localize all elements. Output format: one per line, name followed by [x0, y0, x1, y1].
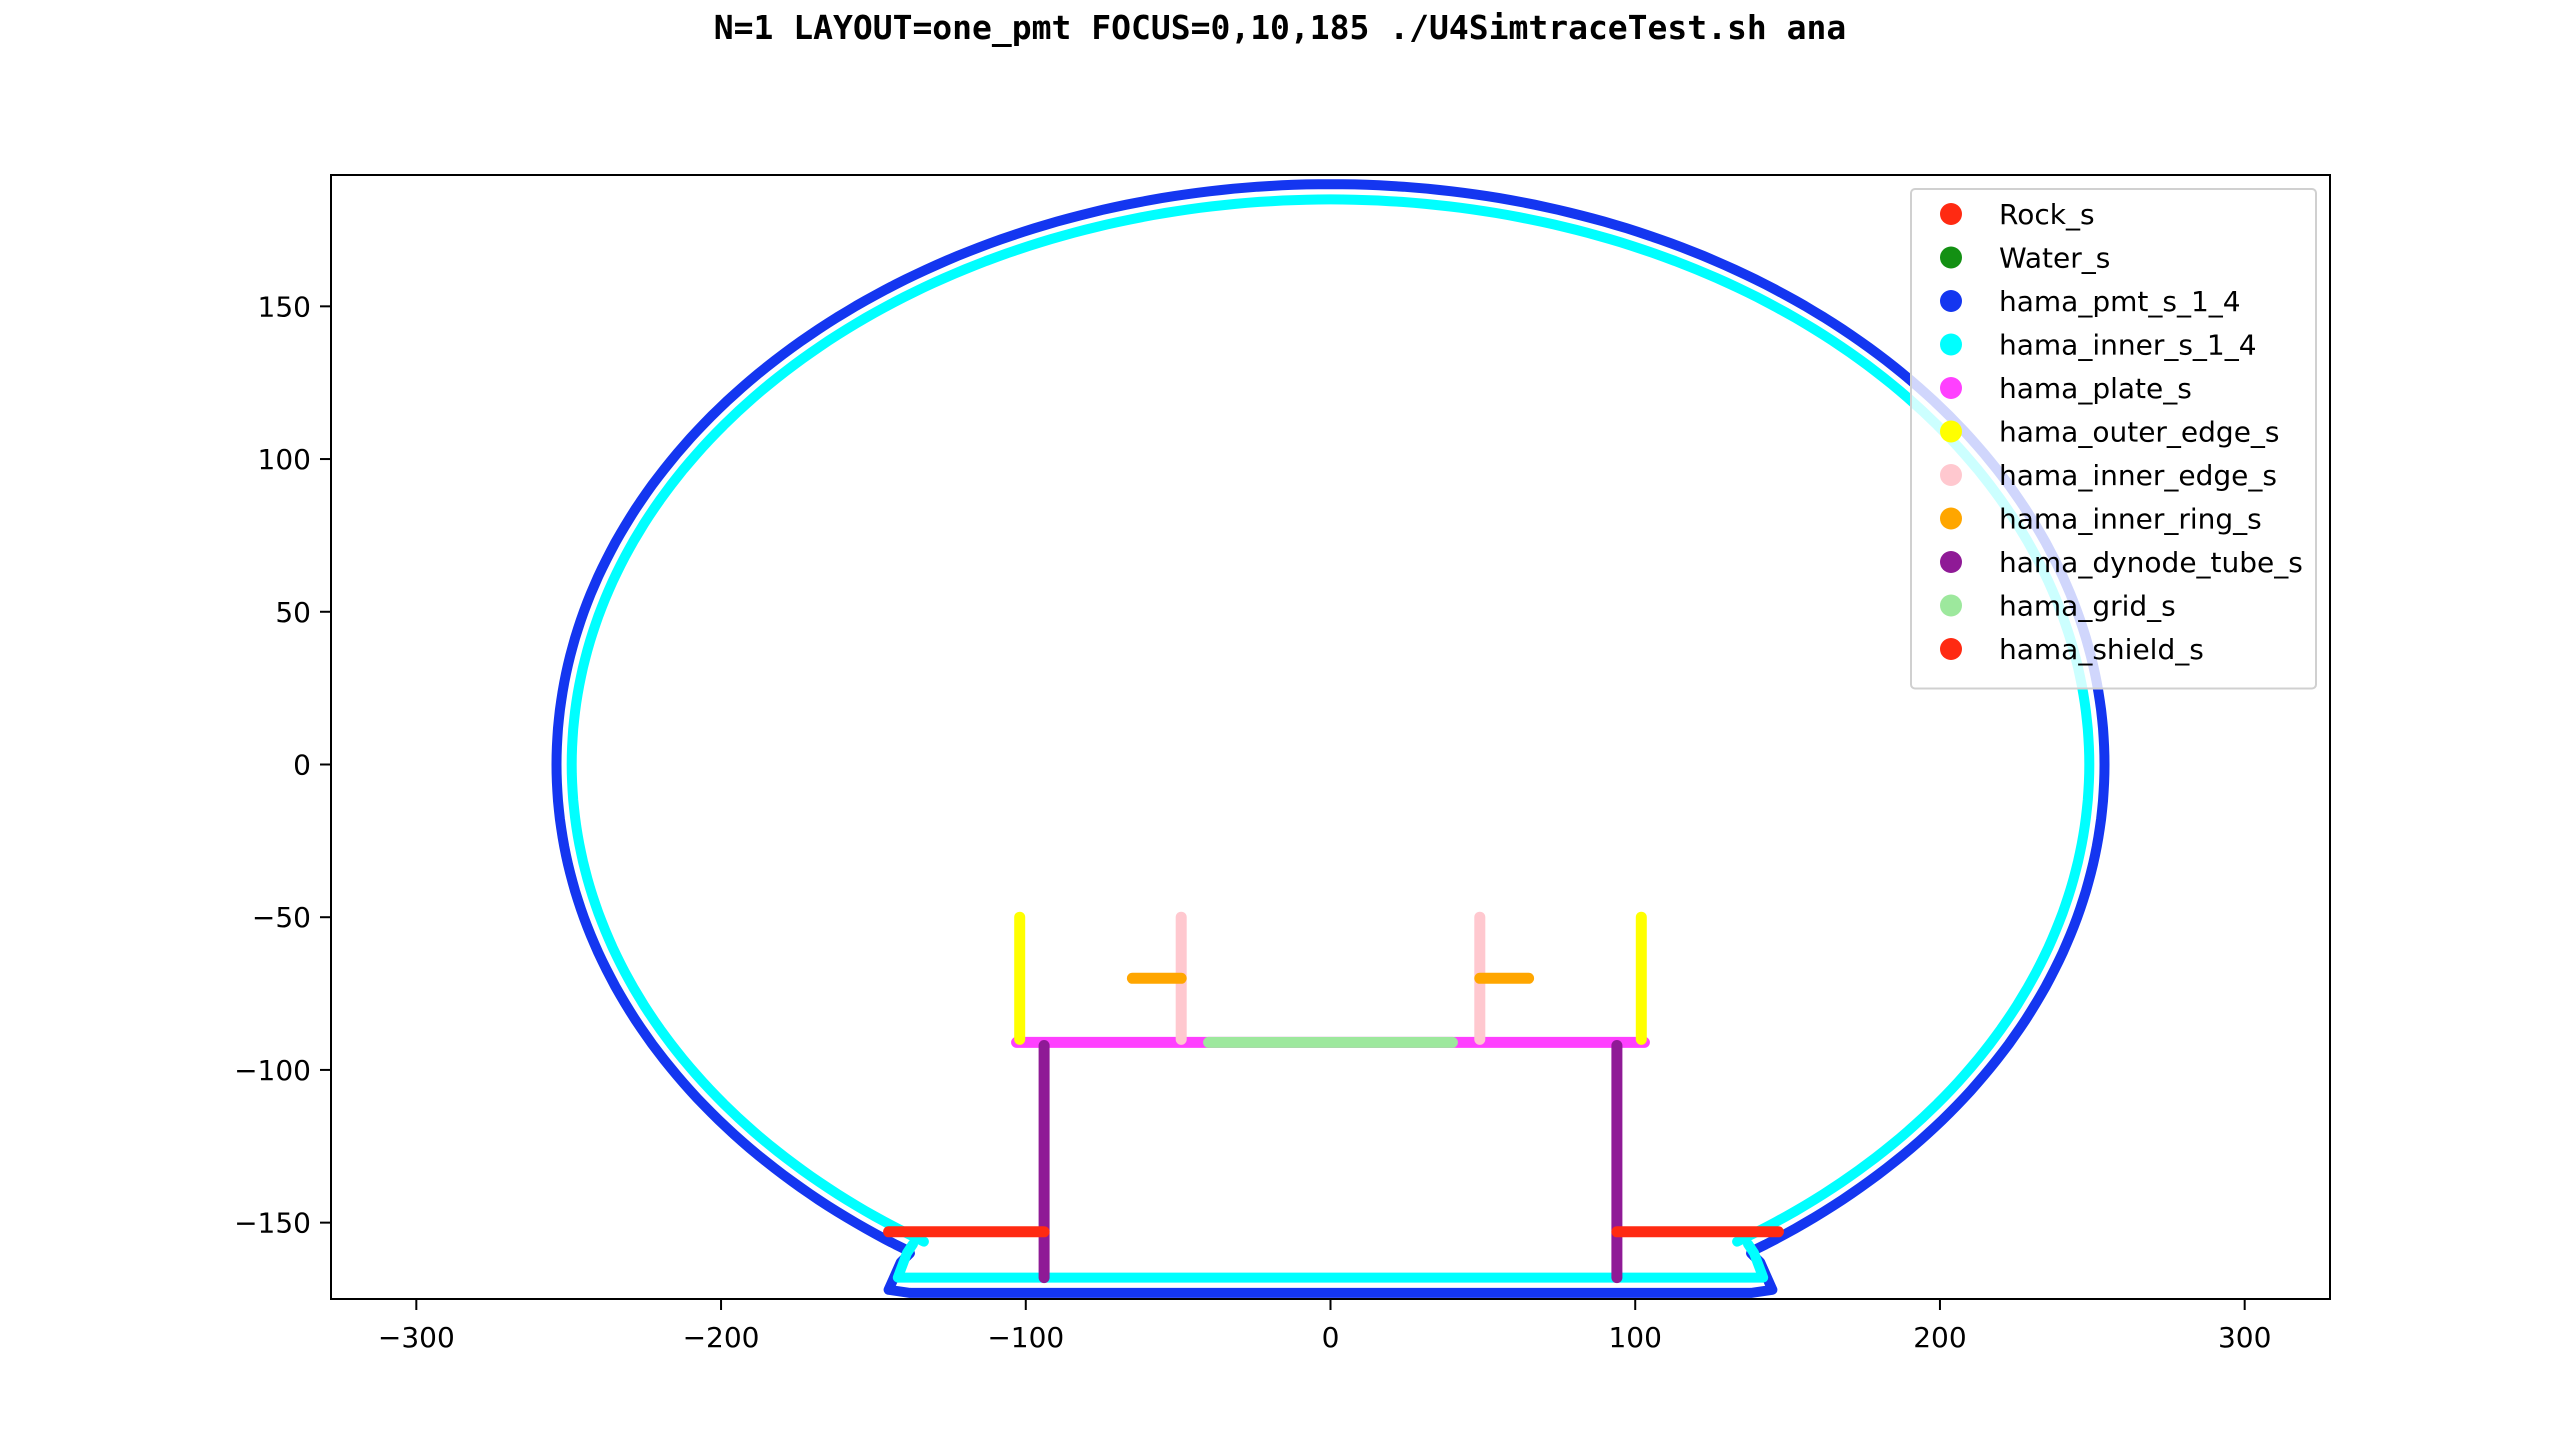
- x-tick-label: −100: [987, 1321, 1064, 1354]
- legend-label-hama-inner-ring-s: hama_inner_ring_s: [1999, 503, 2262, 536]
- series-hama-inner-s-1-4-segment-1: [892, 1239, 1769, 1283]
- legend-marker-water-s: [1940, 246, 1962, 269]
- legend-marker-hama-pmt-s-1-4: [1940, 290, 1962, 312]
- legend-label-hama-grid-s: hama_grid_s: [1999, 590, 2176, 623]
- series-hama-inner-s-1-4-segment-0: [566, 194, 2095, 1247]
- y-axis: 150 100 50 0 −50 −100 −150: [234, 290, 331, 1240]
- x-axis: −300 −200 −100 0 100 200 300: [378, 1299, 2271, 1354]
- legend-label-hama-dynode-tube-s: hama_dynode_tube_s: [1999, 546, 2303, 579]
- legend-label-hama-inner-edge-s: hama_inner_edge_s: [1999, 459, 2277, 492]
- legend-label-water-s: Water_s: [1999, 242, 2110, 275]
- legend-marker-hama-inner-ring-s: [1940, 507, 1962, 530]
- x-tick-label: 200: [1913, 1321, 1966, 1354]
- y-tick-label: −100: [234, 1054, 311, 1087]
- legend-label-hama-inner-s-1-4: hama_inner_s_1_4: [1999, 329, 2257, 362]
- x-tick-label: 300: [2218, 1321, 2271, 1354]
- y-tick-label: 150: [258, 290, 311, 323]
- y-tick-label: −50: [252, 901, 311, 934]
- legend-marker-rock-s: [1940, 203, 1962, 225]
- legend-box: [1910, 188, 2317, 690]
- legend-marker-hama-inner-edge-s: [1940, 464, 1962, 486]
- legend-label-hama-plate-s: hama_plate_s: [1999, 372, 2192, 405]
- legend-marker-hama-shield-s: [1940, 638, 1962, 660]
- x-tick-label: −200: [683, 1321, 760, 1354]
- legend-label-hama-shield-s: hama_shield_s: [1999, 633, 2204, 666]
- legend-label-hama-outer-edge-s: hama_outer_edge_s: [1999, 416, 2280, 449]
- series-hama-pmt-s-1-4-segment-0: [551, 179, 2110, 1255]
- x-tick-label: 100: [1608, 1321, 1661, 1354]
- legend-marker-hama-plate-s: [1940, 377, 1962, 399]
- legend-marker-hama-dynode-tube-s: [1940, 551, 1962, 573]
- y-tick-label: 50: [275, 596, 311, 629]
- legend-marker-hama-inner-s-1-4: [1940, 333, 1962, 356]
- chart-title: N=1 LAYOUT=one_pmt FOCUS=0,10,185 ./U4Si…: [713, 8, 1847, 47]
- x-tick-label: −300: [378, 1321, 455, 1354]
- data-marks: [551, 179, 2110, 1298]
- legend: Rock_s Water_s hama_pmt_s_1_4 hama_inner_s_…: [1910, 188, 2317, 690]
- legend-marker-hama-outer-edge-s: [1940, 420, 1962, 443]
- legend-marker-hama-grid-s: [1940, 594, 1962, 617]
- y-tick-label: 0: [293, 748, 311, 781]
- y-tick-label: −150: [234, 1207, 311, 1240]
- legend-label-hama-pmt-s-1-4: hama_pmt_s_1_4: [1999, 285, 2241, 318]
- x-tick-label: 0: [1322, 1321, 1340, 1354]
- legend-label-rock-s: Rock_s: [1999, 198, 2095, 231]
- y-tick-label: 100: [258, 443, 311, 476]
